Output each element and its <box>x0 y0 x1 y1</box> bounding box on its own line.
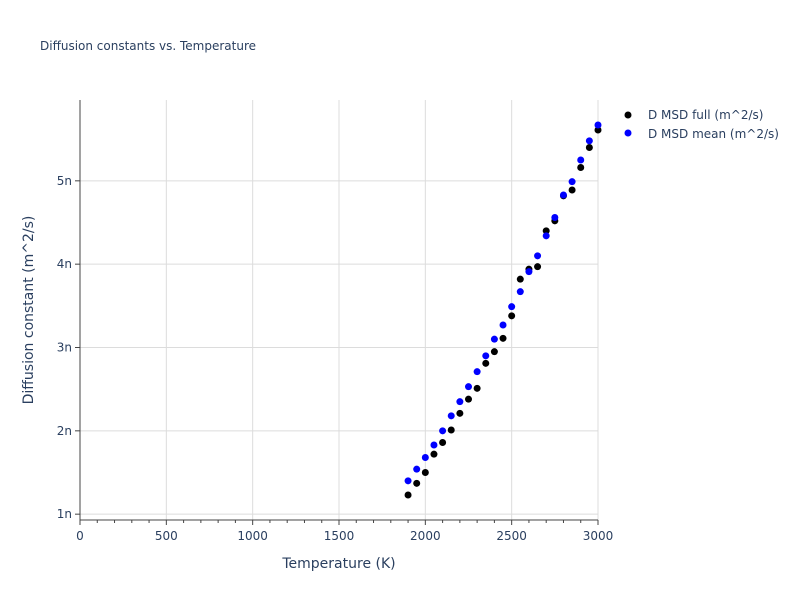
data-point-series-1[interactable] <box>430 441 438 449</box>
data-point-series-0[interactable] <box>568 186 576 194</box>
x-tick-label: 3000 <box>583 529 614 543</box>
data-point-series-0[interactable] <box>585 144 593 151</box>
x-tick-label: 1500 <box>324 529 355 543</box>
data-point-series-0[interactable] <box>447 426 455 434</box>
data-point-series-1[interactable] <box>404 477 412 485</box>
chart-title: Diffusion constants vs. Temperature <box>40 39 256 53</box>
data-point-series-0[interactable] <box>490 348 498 356</box>
data-point-series-1[interactable] <box>534 252 542 260</box>
data-point-series-1[interactable] <box>456 398 464 406</box>
data-point-series-1[interactable] <box>465 383 472 391</box>
data-point-series-1[interactable] <box>542 232 550 240</box>
data-point-series-1[interactable] <box>525 268 533 276</box>
legend-label-mean: D MSD mean (m^2/s) <box>648 127 779 141</box>
y-tick-label: 5n <box>57 174 72 188</box>
data-point-series-0[interactable] <box>439 439 447 446</box>
data-point-series-1[interactable] <box>551 214 559 221</box>
x-tick-label: 2500 <box>496 529 527 543</box>
y-tick-label: 2n <box>57 424 72 438</box>
data-point-series-1[interactable] <box>447 412 455 420</box>
data-point-series-0[interactable] <box>542 227 550 235</box>
data-point-series-0[interactable] <box>534 263 542 271</box>
data-point-series-0[interactable] <box>421 469 429 476</box>
data-point-series-0[interactable] <box>482 359 490 367</box>
x-tick-label: 1000 <box>237 529 268 543</box>
data-point-series-0[interactable] <box>516 275 524 283</box>
data-point-series-0[interactable] <box>456 409 464 417</box>
legend-item-full[interactable]: D MSD full (m^2/s) <box>624 108 764 122</box>
data-point-series-0[interactable] <box>577 164 585 171</box>
data-point-series-1[interactable] <box>413 465 421 473</box>
data-point-series-1[interactable] <box>482 352 490 360</box>
x-axis-label: Temperature (K) <box>281 556 395 572</box>
x-tick-label: 2000 <box>410 529 441 543</box>
data-points <box>404 121 602 499</box>
data-point-series-0[interactable] <box>465 395 472 403</box>
data-point-series-1[interactable] <box>577 156 585 164</box>
data-point-series-1[interactable] <box>421 454 429 461</box>
data-point-series-1[interactable] <box>473 368 481 376</box>
legend-label-full: D MSD full (m^2/s) <box>648 108 763 122</box>
data-point-series-0[interactable] <box>508 312 516 320</box>
legend-marker-mean <box>624 129 632 137</box>
axes: 0 500 1000 1500 2000 2500 3000 1n 2n 3n 4n 5n <box>57 100 614 543</box>
y-tick-label: 3n <box>57 341 72 355</box>
data-point-series-1[interactable] <box>508 303 516 311</box>
legend-item-mean[interactable]: D MSD mean (m^2/s) <box>624 127 779 141</box>
gridlines <box>80 100 599 520</box>
data-point-series-1[interactable] <box>439 427 447 435</box>
legend[interactable]: D MSD full (m^2/s) D MSD mean (m^2/s) <box>624 108 779 141</box>
data-point-series-0[interactable] <box>404 491 412 499</box>
data-point-series-1[interactable] <box>499 321 507 329</box>
data-point-series-0[interactable] <box>473 384 481 392</box>
y-tick-label: 1n <box>57 507 72 521</box>
x-tick-label: 0 <box>76 529 84 543</box>
data-point-series-1[interactable] <box>559 191 567 199</box>
y-axis-label: Diffusion constant (m^2/s) <box>21 216 37 405</box>
data-point-series-1[interactable] <box>516 288 524 296</box>
data-point-series-0[interactable] <box>499 334 507 342</box>
legend-marker-full <box>624 111 632 119</box>
data-point-series-0[interactable] <box>413 479 421 487</box>
data-point-series-1[interactable] <box>594 121 602 129</box>
y-tick-label: 4n <box>57 257 72 271</box>
data-point-series-1[interactable] <box>490 335 498 343</box>
data-point-series-0[interactable] <box>430 450 438 458</box>
data-point-series-0[interactable] <box>594 126 602 134</box>
data-point-series-1[interactable] <box>585 137 593 145</box>
data-point-series-1[interactable] <box>568 178 576 186</box>
x-tick-label: 500 <box>155 529 178 543</box>
